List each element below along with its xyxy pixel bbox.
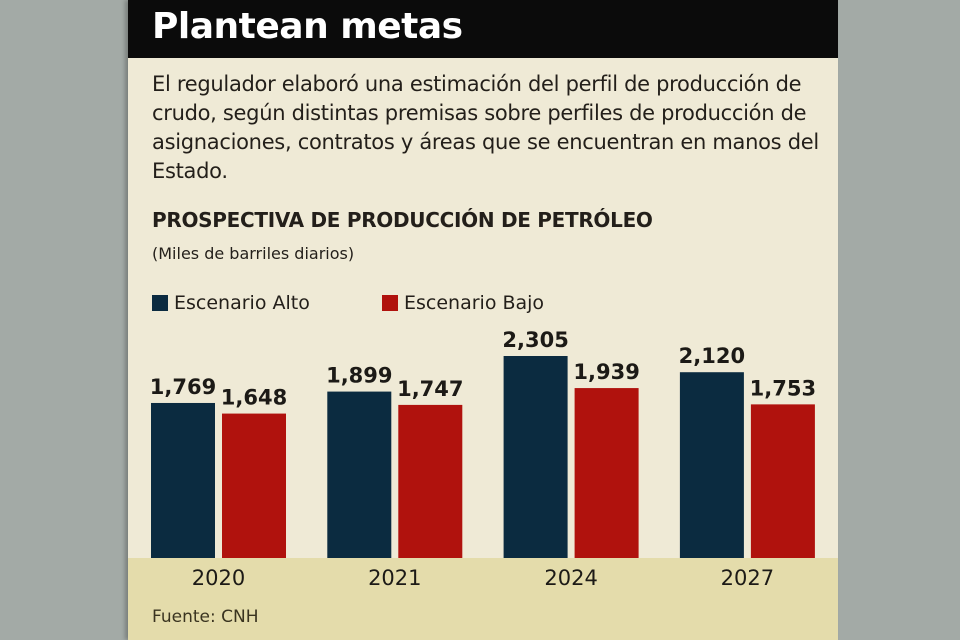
bar-bajo-2027: [750, 404, 815, 558]
x-tick-label: 2027: [721, 566, 774, 590]
legend-bajo: Escenario Bajo: [382, 292, 544, 314]
bar-alto-2021: [327, 391, 392, 558]
axis-band: [128, 558, 838, 640]
data-label: 2,305: [502, 328, 568, 352]
x-tick-label: 2020: [192, 566, 245, 590]
bar-alto-2024: [503, 356, 568, 558]
data-label: 1,648: [221, 386, 287, 410]
bar-bajo-2024: [574, 388, 639, 558]
legend-swatch-alto: [152, 295, 168, 311]
legend-alto: Escenario Alto: [152, 292, 310, 314]
data-label: 1,899: [326, 364, 392, 388]
data-label: 2,120: [679, 344, 745, 368]
description: El regulador elaboró una estimación del …: [152, 72, 819, 183]
x-tick-label: 2024: [544, 566, 597, 590]
page-title: Plantean metas: [152, 6, 463, 47]
data-label: 1,939: [573, 360, 639, 384]
legend-label: Escenario Bajo: [404, 292, 545, 314]
legend-label: Escenario Alto: [174, 292, 310, 314]
bar-alto-2027: [679, 372, 744, 558]
data-label: 1,753: [750, 376, 816, 400]
data-label: 1,769: [150, 375, 216, 399]
chart-subtitle: (Miles de barriles diarios): [152, 244, 355, 263]
source-note: Fuente: CNH: [152, 607, 259, 627]
bar-bajo-2021: [398, 404, 463, 558]
x-tick-label: 2021: [368, 566, 421, 590]
data-label: 1,747: [397, 377, 463, 401]
infographic-panel: Plantean metas El regulador elaboró una …: [128, 0, 838, 640]
bar-alto-2020: [151, 402, 215, 558]
bar-bajo-2020: [222, 413, 286, 558]
header-bar: Plantean metas: [128, 0, 838, 58]
legend-swatch-bajo: [382, 295, 398, 311]
chart-title: PROSPECTIVA DE PRODUCCIÓN DE PETRÓLEO: [152, 208, 653, 232]
